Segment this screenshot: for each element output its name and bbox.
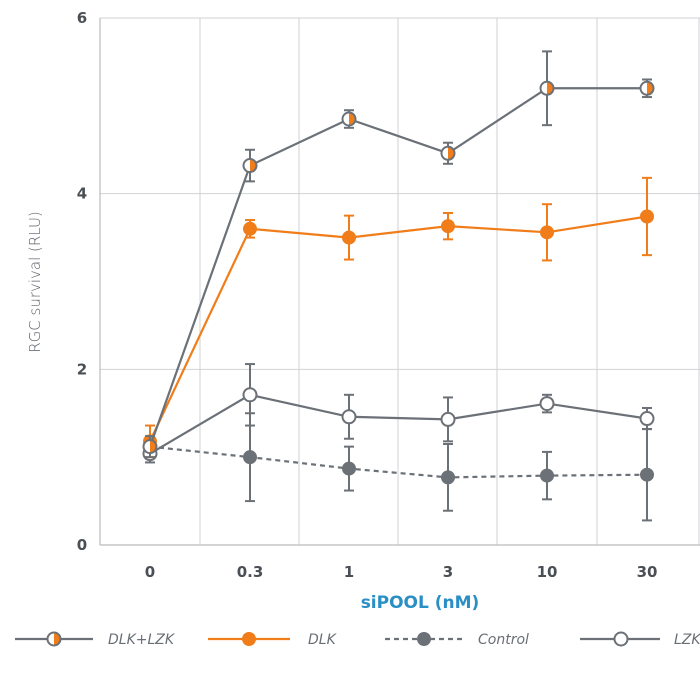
y-tick-label: 0 <box>77 536 87 554</box>
data-point <box>441 219 455 234</box>
data-point-outline <box>242 158 258 174</box>
legend-item: Control <box>385 632 529 648</box>
legend-label: Control <box>478 632 529 648</box>
x-tick-label: 30 <box>637 563 658 581</box>
legend: DLK+LZK DLK Control LZK <box>15 631 700 648</box>
data-point <box>243 221 257 236</box>
data-point-outline <box>639 80 655 96</box>
legend-label: DLK <box>308 632 338 648</box>
data-point <box>342 230 356 245</box>
grid <box>100 17 700 545</box>
series-line <box>149 445 648 479</box>
series-line <box>148 87 647 447</box>
y-tick-label: 2 <box>77 360 87 378</box>
x-axis-label: siPOOL (nM) <box>361 593 480 613</box>
data-point <box>441 470 455 485</box>
legend-item: LZK <box>580 631 700 648</box>
series-layer <box>142 50 655 522</box>
x-tick-label: 0.3 <box>237 563 264 581</box>
data-point <box>440 411 456 427</box>
x-tick-label: 0 <box>145 563 155 581</box>
data-point <box>342 461 356 476</box>
data-point-outline <box>142 439 158 455</box>
data-point-outline <box>440 145 456 161</box>
data-point-outline <box>46 631 62 647</box>
legend-label: LZK <box>674 632 700 648</box>
legend-item: DLK+LZK <box>15 631 176 648</box>
y-tick-label: 4 <box>77 185 87 203</box>
y-tick-label: 6 <box>77 9 87 27</box>
data-point <box>242 387 258 403</box>
x-tick-label: 1 <box>344 563 354 581</box>
data-point <box>639 411 655 427</box>
data-point <box>539 396 555 412</box>
x-tick-label: 3 <box>443 563 453 581</box>
data-point <box>243 450 257 465</box>
legend-label: DLK+LZK <box>108 632 176 648</box>
axes <box>99 18 700 546</box>
series-line <box>149 393 648 455</box>
series-line <box>149 215 648 442</box>
data-point-outline <box>539 80 555 96</box>
y-axis-label: RGC survival (RLU) <box>26 211 44 353</box>
data-point <box>640 467 654 482</box>
data-point <box>540 225 554 240</box>
data-point <box>242 632 256 646</box>
x-tick-label: 10 <box>537 563 558 581</box>
series-dlk-lzk <box>142 50 655 459</box>
data-point <box>640 209 654 224</box>
data-point <box>613 631 629 647</box>
legend-item: DLK <box>208 632 338 648</box>
tick-labels: 0 2 4 6 0 0.3 1 3 10 30 <box>77 9 658 581</box>
data-point <box>341 409 357 425</box>
data-point <box>417 632 431 646</box>
data-point-outline <box>341 111 357 127</box>
data-point <box>540 468 554 483</box>
